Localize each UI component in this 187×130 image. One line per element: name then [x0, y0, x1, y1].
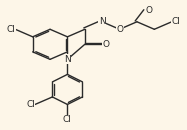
Text: N: N	[99, 17, 106, 26]
Text: Cl: Cl	[6, 25, 15, 34]
Text: O: O	[102, 40, 109, 49]
Text: Cl: Cl	[172, 17, 181, 26]
Text: Cl: Cl	[26, 100, 35, 109]
Text: O: O	[116, 25, 123, 34]
Text: O: O	[146, 6, 153, 15]
Text: Cl: Cl	[63, 115, 72, 124]
Text: N: N	[64, 55, 71, 64]
